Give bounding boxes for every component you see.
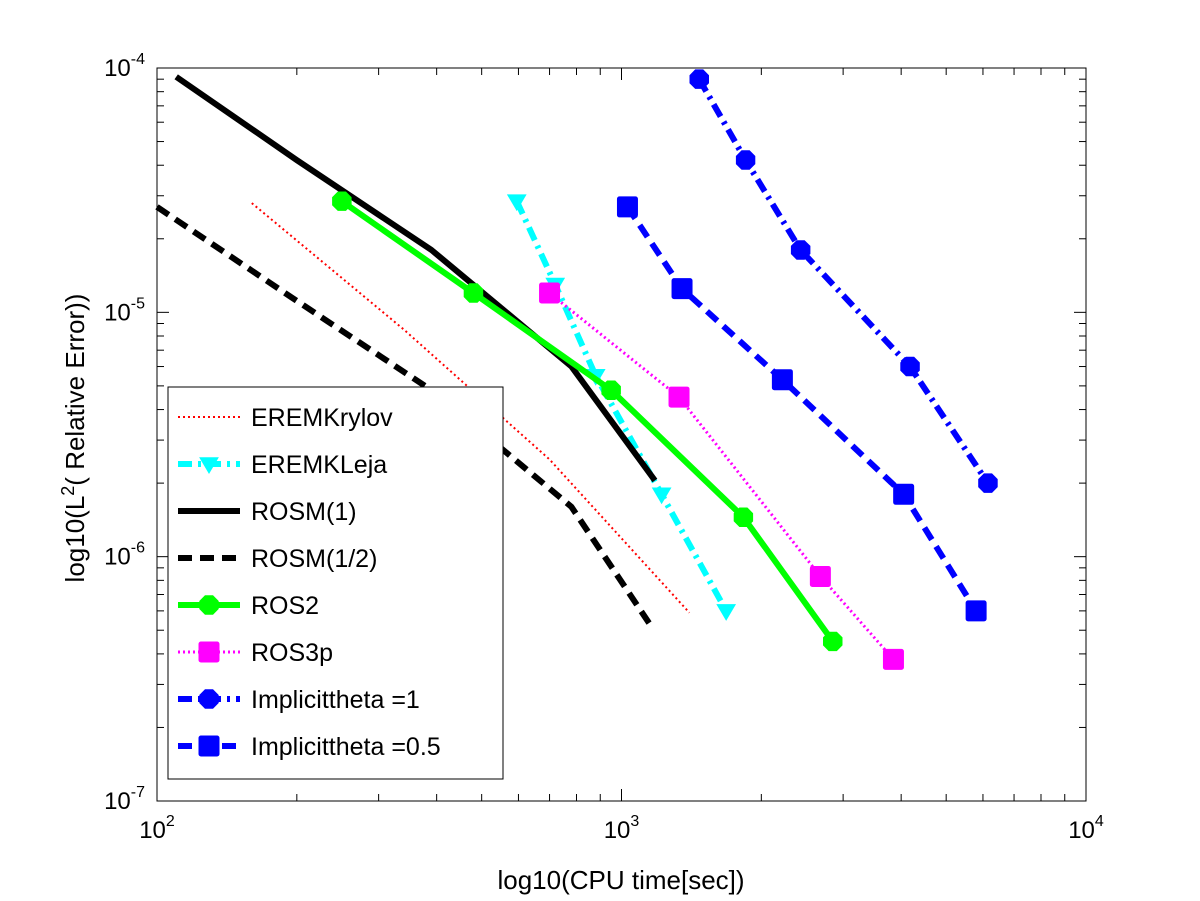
series-rosm-1 (174, 74, 658, 483)
legend: EREMKrylov EREMKLeja ROSM(1) ROSM(1/2) ROS2 R… (167, 386, 504, 780)
legend-item-rosm-1-2: ROSM(1/2) (178, 545, 377, 573)
data-point-eremkleja (506, 194, 527, 212)
x-tick-label: 103 (604, 813, 640, 844)
series-ros3p (539, 282, 904, 670)
legend-label-ros2: ROS2 (251, 592, 319, 620)
tick-base: 10 (104, 544, 131, 571)
series-line-rosm-1 (174, 74, 658, 483)
tick-base: 10 (1068, 817, 1095, 844)
data-point-ros3p (809, 565, 831, 587)
tick-exponent: 2 (166, 813, 175, 830)
data-point-ros3p (539, 282, 561, 304)
data-point-implicittheta-1 (790, 240, 811, 260)
y-tick-label: 10-6 (104, 540, 145, 571)
legend-item-implicittheta-1: Implicittheta =1 (178, 686, 420, 714)
data-point-implicittheta-0-5 (616, 196, 638, 218)
data-point-ros3p (882, 648, 904, 670)
tick-base: 10 (604, 817, 631, 844)
data-point-implicittheta-1 (735, 150, 756, 170)
y-label-prefix: log10(L (60, 496, 90, 583)
data-point-ros3p (668, 386, 690, 408)
legend-item-implicittheta-0-5: Implicittheta =0.5 (178, 733, 441, 761)
data-point-implicittheta-1 (978, 473, 998, 493)
legend-label-rosm-1: ROSM(1) (251, 498, 357, 526)
data-point-implicittheta-1 (689, 69, 709, 89)
x-axis-label: log10(CPU time[sec]) (497, 865, 744, 895)
tick-exponent: 3 (630, 813, 639, 830)
series-eremkleja (506, 194, 737, 621)
data-point-implicittheta-0-5 (671, 278, 693, 300)
legend-item-rosm-1: ROSM(1) (178, 498, 357, 526)
series-implicittheta-1 (689, 69, 998, 493)
tick-exponent: -6 (131, 540, 145, 557)
data-point-implicittheta-1 (900, 356, 920, 377)
series-line-eremkleja (514, 199, 729, 613)
legend-label-implicittheta-0-5: Implicittheta =0.5 (251, 733, 441, 761)
tick-exponent: 4 (1095, 813, 1104, 830)
y-tick-label: 10-7 (104, 784, 145, 815)
x-tick-label: 102 (139, 813, 175, 844)
legend-label-eremkrylov: EREMKrylov (251, 404, 393, 432)
legend-label-implicittheta-1: Implicittheta =1 (251, 686, 420, 714)
y-axis-label: log10(L2( Relative Error)) (58, 294, 90, 583)
data-point-ros2 (733, 507, 754, 527)
legend-marker-ros2 (199, 595, 219, 615)
series-line-ros3p (548, 291, 895, 661)
legend-item-ros2: ROS2 (178, 592, 319, 620)
tick-base: 10 (104, 788, 131, 815)
legend-item-eremkleja: EREMKLeja (178, 451, 387, 479)
data-point-eremkleja (716, 604, 737, 621)
legend-label-ros3p: ROS3p (251, 639, 333, 667)
legend-label-eremkleja: EREMKLeja (251, 451, 387, 479)
data-point-eremkleja (651, 487, 672, 505)
tick-exponent: -4 (131, 51, 145, 68)
data-point-ros2 (823, 631, 843, 652)
data-point-ros2 (463, 283, 484, 303)
tick-base: 10 (104, 299, 131, 326)
legend-marker-eremkleja (199, 457, 219, 474)
tick-exponent: -5 (131, 295, 145, 312)
legend-item-ros3p: ROS3p (178, 639, 333, 667)
series-ros2 (332, 191, 843, 652)
legend-marker-implicittheta-1 (199, 689, 219, 709)
y-label-superscript: 2 (58, 486, 78, 496)
data-point-ros2 (332, 191, 352, 211)
y-tick-label: 10-5 (104, 295, 145, 326)
legend-label-rosm-1-2: ROSM(1/2) (251, 545, 377, 573)
data-point-implicittheta-0-5 (893, 483, 915, 505)
plot-area (155, 69, 998, 670)
series-implicittheta-0-5 (616, 196, 987, 622)
tick-base: 10 (139, 817, 166, 844)
tick-base: 10 (104, 55, 131, 82)
legend-marker-implicittheta-0-5 (198, 735, 220, 757)
y-tick-label: 10-4 (104, 51, 145, 82)
legend-marker-ros3p (198, 641, 220, 663)
tick-exponent: -7 (131, 784, 145, 801)
x-tick-label: 104 (1068, 813, 1104, 844)
data-point-implicittheta-0-5 (771, 369, 793, 391)
data-point-implicittheta-0-5 (965, 600, 987, 622)
y-label-suffix: ( Relative Error)) (60, 294, 90, 486)
legend-box (167, 386, 504, 780)
series-line-implicittheta-1 (696, 77, 991, 485)
data-point-ros2 (601, 380, 621, 400)
legend-item-eremkrylov: EREMKrylov (178, 404, 393, 432)
